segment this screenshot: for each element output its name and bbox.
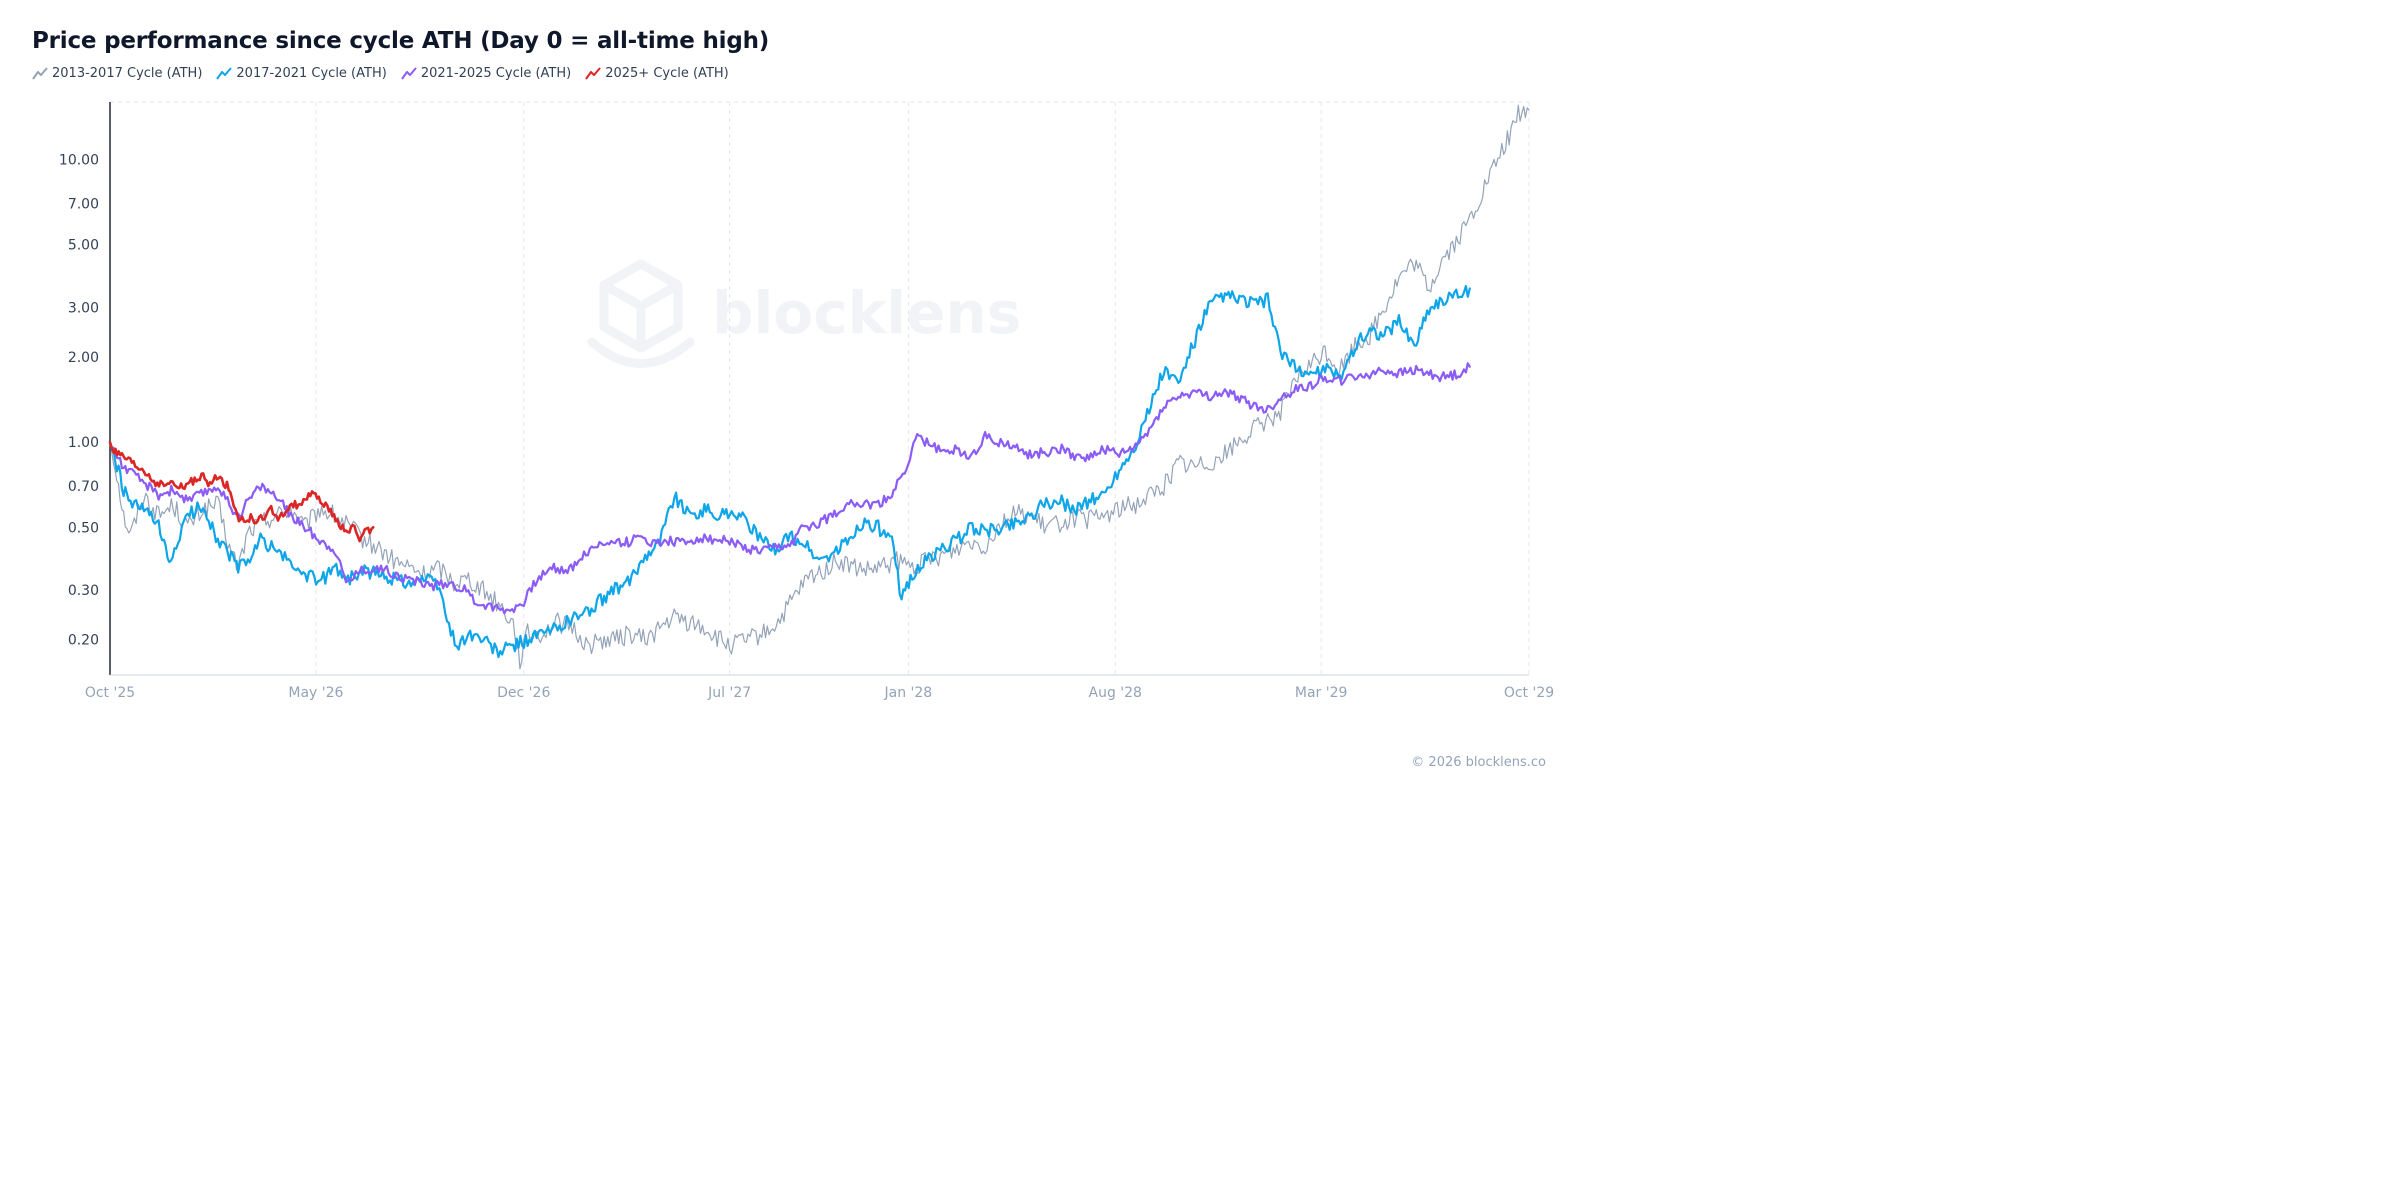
y-tick-label: 0.20	[68, 633, 99, 649]
axes: Oct '25 May '26 Dec '26 Jul '27 Jan '28 Aug '…	[59, 102, 1554, 701]
x-tick-label: May '26	[288, 685, 343, 701]
legend-item[interactable]: 2021-2025 Cycle (ATH)	[400, 66, 572, 81]
line-series-icon	[216, 66, 233, 80]
line-series-icon	[400, 66, 417, 80]
y-tick-label: 1.00	[68, 435, 99, 451]
x-tick-label: Mar '29	[1295, 685, 1348, 701]
line-series-icon	[32, 66, 48, 80]
x-tick-label: Jan '28	[884, 685, 933, 701]
series-line-1	[109, 104, 1530, 670]
watermark: blocklens	[587, 259, 1021, 368]
line-series-icon	[585, 66, 601, 80]
copyright: © 2026 blocklens.co	[1411, 755, 1546, 770]
legend-label: 2013-2017 Cycle (ATH)	[52, 66, 203, 81]
x-tick-label: Aug '28	[1089, 685, 1142, 701]
grid	[110, 101, 1530, 675]
legend: 2013-2017 Cycle (ATH) 2017-2021 Cycle (AT…	[32, 66, 729, 81]
chart: blocklens Oct '25 May '26 Dec '26 Jul '27 Ja…	[59, 101, 1554, 701]
y-tick-label: 0.30	[68, 583, 99, 599]
y-tick-label: 7.00	[68, 196, 99, 212]
legend-label: 2021-2025 Cycle (ATH)	[420, 66, 572, 81]
chart-title: Price performance since cycle ATH (Day 0…	[32, 28, 770, 54]
legend-item[interactable]: 2017-2021 Cycle (ATH)	[216, 66, 387, 81]
watermark-text: blocklens	[712, 279, 1021, 347]
legend-label: 2017-2021 Cycle (ATH)	[236, 66, 387, 81]
y-tick-label: 0.70	[68, 479, 99, 495]
y-tick-label: 3.00	[68, 300, 99, 316]
x-tick-label: Oct '29	[1504, 685, 1554, 701]
y-tick-label: 2.00	[68, 350, 99, 366]
series-line-2	[108, 284, 1471, 659]
series-line-4	[108, 440, 375, 543]
y-tick-label: 10.00	[59, 153, 99, 169]
series-line-3	[108, 362, 1471, 615]
legend-item[interactable]: 2013-2017 Cycle (ATH)	[32, 66, 202, 81]
legend-item[interactable]: 2025+ Cycle (ATH)	[585, 66, 729, 81]
cube-icon	[587, 259, 695, 368]
y-tick-label: 0.50	[68, 520, 99, 536]
series-lines	[108, 104, 1530, 670]
x-tick-label: Jul '27	[707, 685, 751, 701]
x-tick-label: Oct '25	[85, 685, 135, 701]
x-tick-label: Dec '26	[497, 685, 550, 701]
legend-label: 2025+ Cycle (ATH)	[605, 66, 729, 81]
y-tick-label: 5.00	[68, 238, 99, 254]
